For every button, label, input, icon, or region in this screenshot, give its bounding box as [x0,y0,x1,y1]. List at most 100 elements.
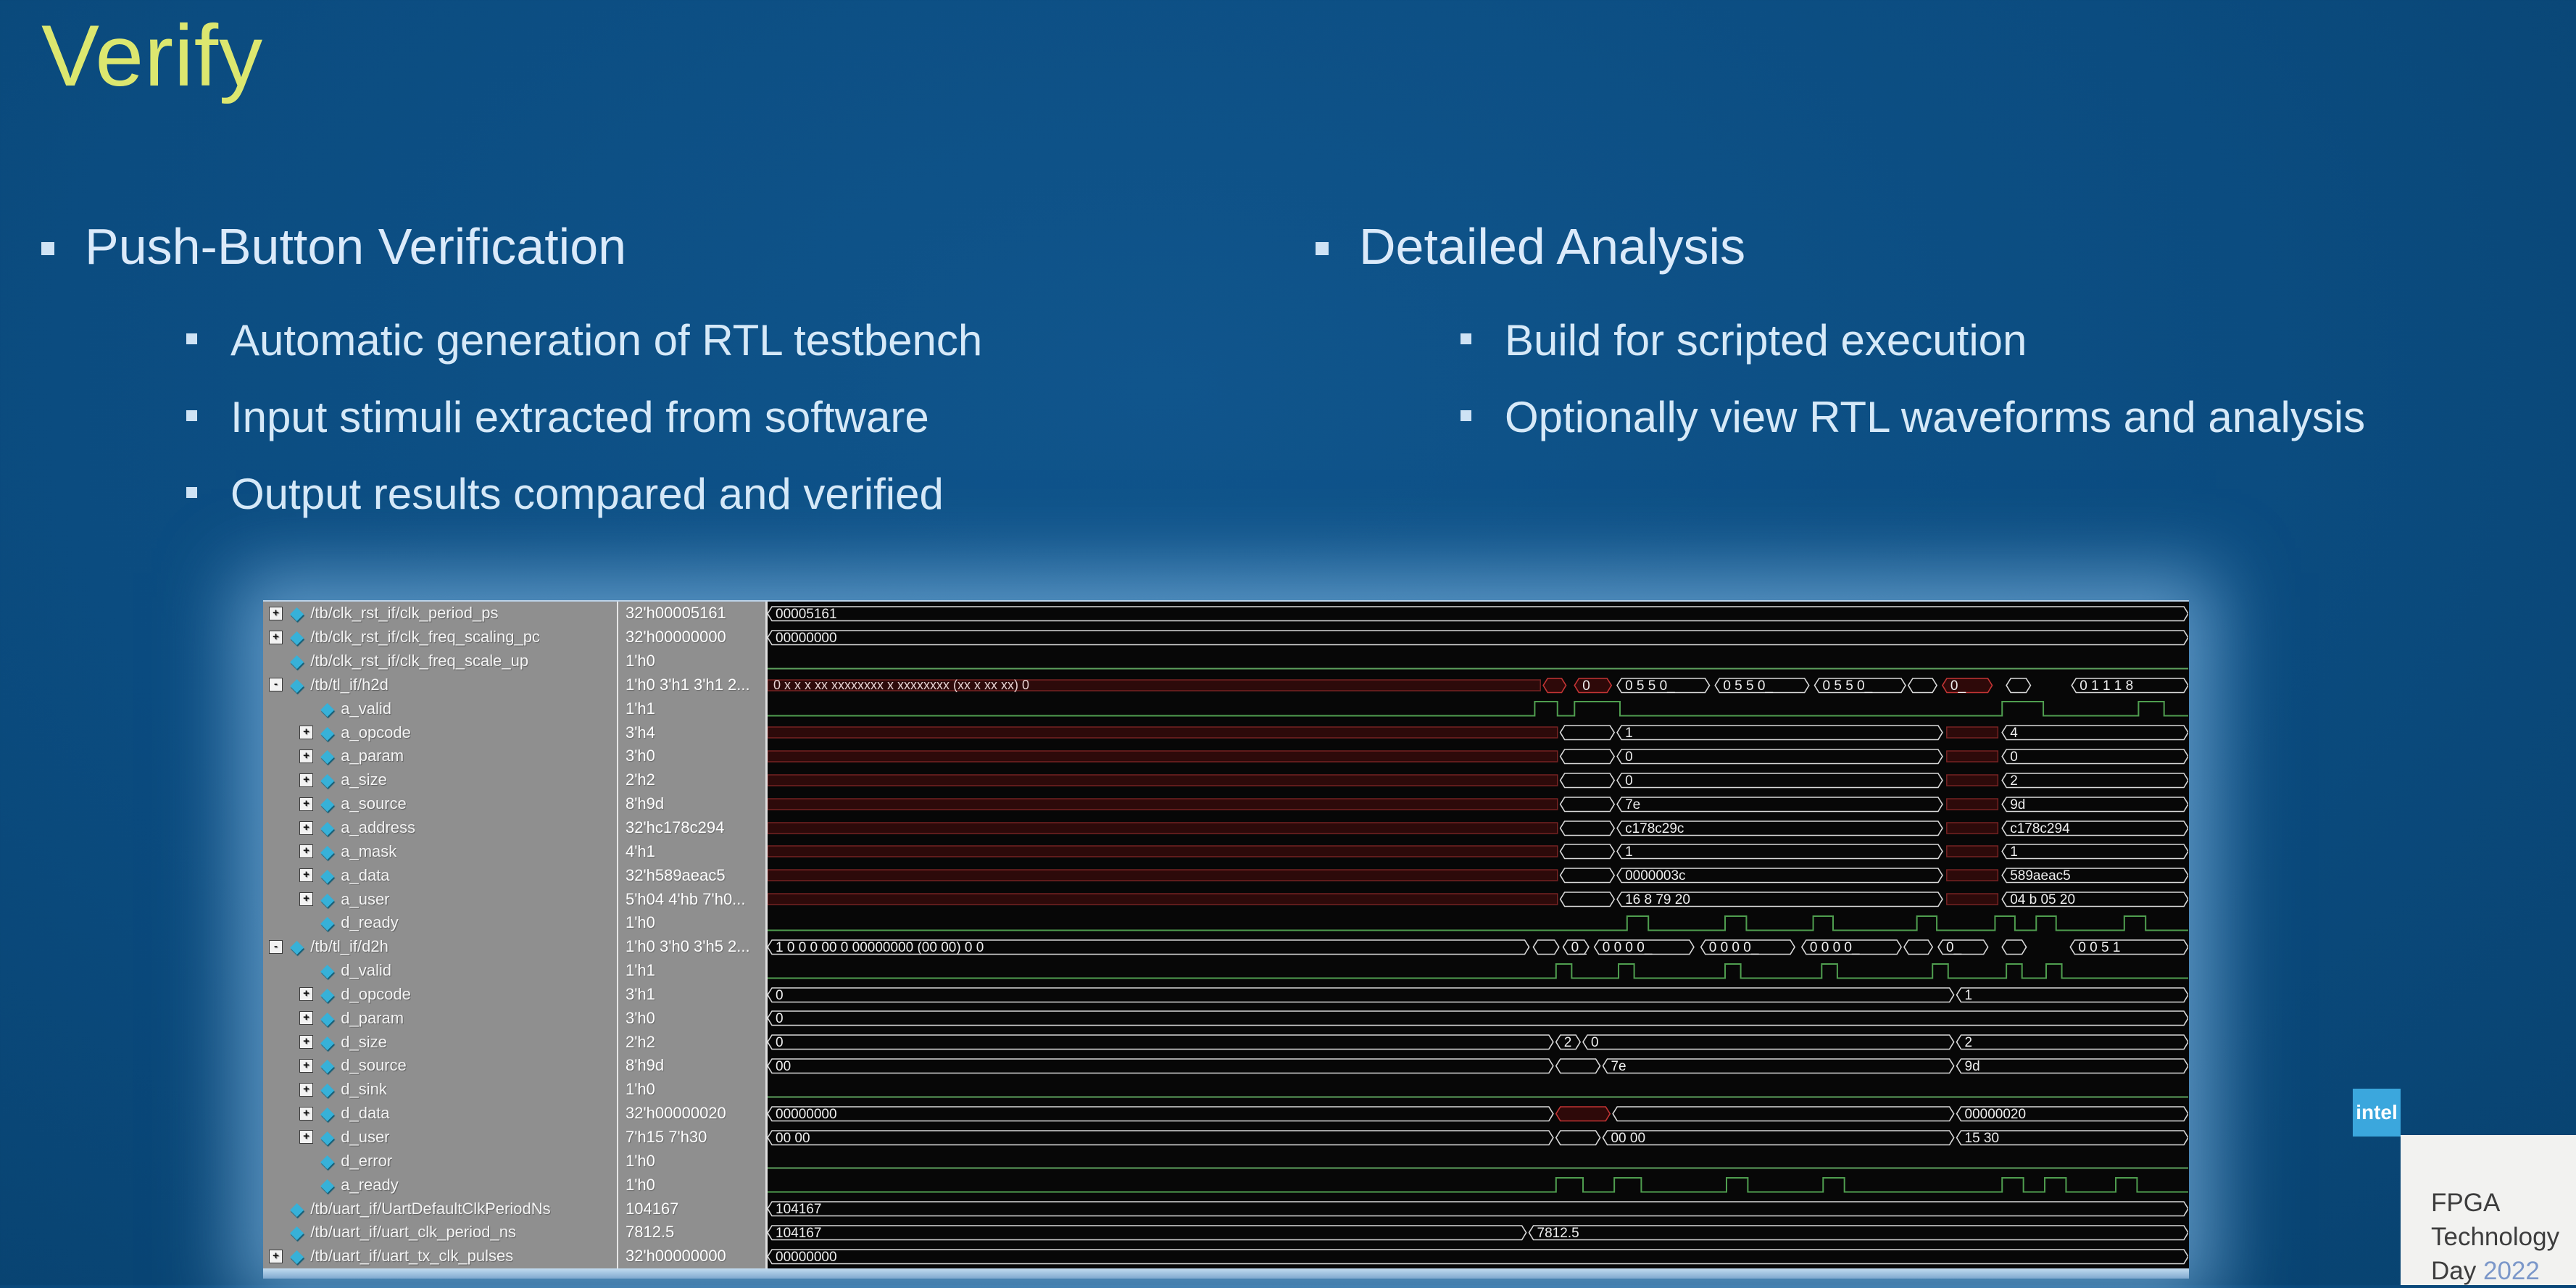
expand-toggle-icon[interactable]: + [299,1011,313,1026]
expand-toggle-icon[interactable]: + [299,773,313,787]
signal-row[interactable]: + ◆ d_param 3'h0 0 [263,1006,2189,1031]
signal-row[interactable]: - ◆ /tb/tl_if/h2d 1'h0 3'h1 3'h1 2... 0 x x … [263,673,2189,697]
expand-toggle-icon[interactable]: + [299,797,313,811]
waveform-lane[interactable]: 00000000 [765,1244,2189,1268]
event-card: FPGA Technology Day 2022 [2401,1135,2576,1285]
signal-row[interactable]: + ◆ a_address 32'hc178c294 c178c29c c178c294 [263,815,2189,840]
signal-row[interactable]: + ◆ /tb/clk_rst_if/clk_period_ps 32'h000051… [263,602,2189,626]
waveform-lane[interactable]: 7e 9d [765,792,2189,816]
expand-toggle-icon[interactable]: + [299,892,313,907]
signal-diamond-icon: ◆ [320,794,335,815]
signal-row[interactable]: + ◆ a_mask 4'h1 1 1 [263,839,2189,864]
signal-name-cell: + ◆ d_sink [263,1078,617,1102]
signal-row[interactable]: + ◆ a_user 5'h04 4'hb 7'h0... 16 8 79 20 04 b… [263,887,2189,911]
signal-row[interactable]: + ◆ /tb/uart_if/uart_tx_clk_pulses 32'h0000… [263,1244,2189,1268]
expand-toggle-icon[interactable]: + [299,1130,313,1144]
expand-toggle-icon[interactable]: + [299,868,313,883]
expand-toggle-icon[interactable]: + [299,1035,313,1050]
signal-row[interactable]: + ◆ a_source 8'h9d 7e 9d [263,792,2189,816]
expand-toggle-icon[interactable]: + [299,1058,313,1073]
waveform-lane[interactable] [765,958,2189,983]
expand-toggle-icon[interactable]: + [299,844,313,859]
intel-logo: intel [2353,1089,2401,1137]
signal-row[interactable]: +◆/tb/clk_rst_if/clk_freq_scale_up1'h0 [263,649,2189,673]
expand-toggle-icon[interactable]: + [299,987,313,1002]
waveform-lane[interactable]: 00005161 [765,602,2189,626]
signal-row[interactable]: + ◆ a_param 3'h0 0 0 [263,744,2189,768]
signal-name: d_sink [341,1080,387,1099]
waveform-lane[interactable]: 1 0 0 0 00 0 00000000 (00 00) 0 0 0_ 0 0 0… [765,934,2189,959]
collapse-toggle-icon[interactable]: - [269,939,283,954]
signal-row[interactable]: + ◆ d_sink 1'h0 [263,1077,2189,1102]
signal-value: 1'h0 [617,1077,765,1102]
svg-text:00000000: 00000000 [776,1250,837,1265]
expand-toggle-icon[interactable]: + [299,820,313,835]
waveform-lane[interactable]: 0 2 0 2 [765,1030,2189,1055]
waveform-lane[interactable]: 00 7e 9d [765,1054,2189,1078]
expand-toggle-icon[interactable]: + [269,606,283,620]
waveform-lane[interactable]: 16 8 79 20 04 b 05 20 [765,887,2189,911]
signal-row[interactable]: + ◆ /tb/clk_rst_if/clk_freq_scaling_pc 32'h… [263,625,2189,649]
waveform-lane[interactable] [765,1077,2189,1102]
signal-row[interactable]: +◆/tb/uart_if/uart_clk_period_ns7812.510… [263,1220,2189,1245]
waveform-lane[interactable]: 0 [765,1006,2189,1031]
signal-name: a_source [341,794,407,813]
expand-toggle-icon[interactable]: + [269,1249,283,1263]
signal-row[interactable]: + ◆ d_user 7'h15 7'h30 00 00 00 00 15 30 [263,1125,2189,1150]
signal-row[interactable]: - ◆/tb/tl_if/d2h 1'h0 3'h0 3'h5 2... 1 0 0 … [263,934,2189,959]
waveform-lane[interactable] [765,1149,2189,1173]
signal-value: 1'h0 3'h1 3'h1 2... [617,673,765,697]
expand-toggle-icon[interactable]: + [299,726,313,740]
signal-row[interactable]: + ◆ d_size 2'h2 0 2 0 2 [263,1030,2189,1055]
waveform-lane[interactable]: 00000000 00000020 [765,1101,2189,1126]
signal-name-cell: + ◆ d_data [263,1102,617,1126]
waveform-lane[interactable] [765,1173,2189,1197]
signal-value: 8'h9d [617,792,765,816]
waveform-lane[interactable]: 00 00 00 00 15 30 [765,1125,2189,1150]
expand-toggle-icon[interactable]: + [299,1082,313,1097]
waveform-lane[interactable]: 0 x x x xx xxxxxxxx x xxxxxxxx (xx x xx … [765,673,2189,697]
expand-toggle-icon[interactable]: + [299,1106,313,1121]
signal-value: 32'h00000000 [617,625,765,649]
expand-toggle-icon[interactable]: + [299,749,313,763]
svg-text:00 00: 00 00 [776,1131,810,1146]
signal-value: 7'h15 7'h30 [617,1125,765,1150]
signal-row[interactable]: + ◆ d_source 8'h9d 00 7e 9d [263,1054,2189,1078]
waveform-lane[interactable] [765,910,2189,935]
waveform-lane[interactable]: 0000003c 589aeac5 [765,863,2189,888]
signal-row[interactable]: + ◆ d_opcode 3'h1 0 1 [263,982,2189,1007]
svg-text:2: 2 [1965,1035,1973,1050]
waveform-lane[interactable] [765,697,2189,721]
waveform-lane[interactable]: 104167 7812.5 [765,1220,2189,1245]
signal-value: 1'h0 [617,1149,765,1173]
signal-value: 7812.5 [617,1220,765,1245]
svg-text:2: 2 [2010,773,2018,789]
waveform-lane[interactable]: c178c29c c178c294 [765,815,2189,840]
collapse-toggle-icon[interactable]: - [269,678,283,692]
signal-row[interactable]: + ◆ a_data 32'h589aeac5 0000003c 589aeac5 [263,863,2189,888]
bullet-square-icon [186,410,197,421]
signal-row[interactable]: + ◆ a_opcode 3'h4 1 4 [263,720,2189,745]
svg-text:0: 0 [1582,678,1590,694]
signal-name-cell: + ◆ d_opcode [263,983,617,1007]
waveform-lane[interactable] [765,649,2189,673]
signal-row[interactable]: + ◆ a_size 2'h2 0 2 [263,768,2189,792]
signal-row[interactable]: +◆/tb/uart_if/UartDefaultClkPeriodNs1041… [263,1197,2189,1221]
expand-toggle-icon[interactable]: + [269,630,283,644]
waveform-lane[interactable]: 104167 [765,1197,2189,1221]
signal-row[interactable]: + ◆ d_data 32'h00000020 00000000 00000020 [263,1101,2189,1126]
svg-text:0 0 0 0_: 0 0 0 0_ [1709,940,1759,955]
horizontal-scrollbar[interactable] [263,1268,2189,1279]
waveform-lane[interactable]: 00000000 [765,625,2189,649]
signal-diamond-icon: ◆ [320,770,335,791]
